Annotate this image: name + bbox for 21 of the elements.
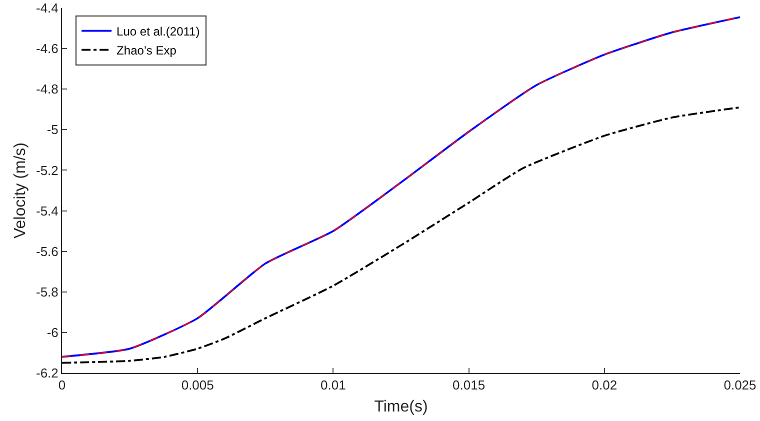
x-tick-label: 0 (58, 378, 66, 393)
y-tick-label: -5.6 (36, 244, 58, 259)
y-tick-label: -4.6 (36, 41, 58, 56)
y-tick-label: -6 (46, 324, 58, 340)
y-tick-label: -5.8 (36, 284, 58, 300)
x-tick-label: 0.015 (452, 378, 486, 393)
x-tick-label: 0.005 (181, 378, 214, 393)
x-tick-label: 0.025 (724, 378, 756, 393)
x-tick-label: 0.01 (320, 378, 346, 393)
legend-label: Luo et al.(2011) (116, 24, 200, 38)
line-series (62, 106, 740, 364)
y-tick-label: -5.4 (36, 203, 58, 218)
x-axis-title: Time(s) (374, 398, 428, 416)
y-tick-label: -4.4 (36, 0, 58, 16)
y-tick-label: -4.8 (36, 82, 58, 97)
y-axis-title: Velocity (m/s) (12, 142, 29, 239)
legend-label: Zhao’s Exp (116, 43, 177, 58)
y-tick-label: -6.2 (36, 366, 58, 381)
y-tick-label: -5.2 (36, 162, 58, 178)
x-tick-label: 0.02 (592, 378, 618, 393)
y-tick-label: -5 (46, 122, 58, 138)
